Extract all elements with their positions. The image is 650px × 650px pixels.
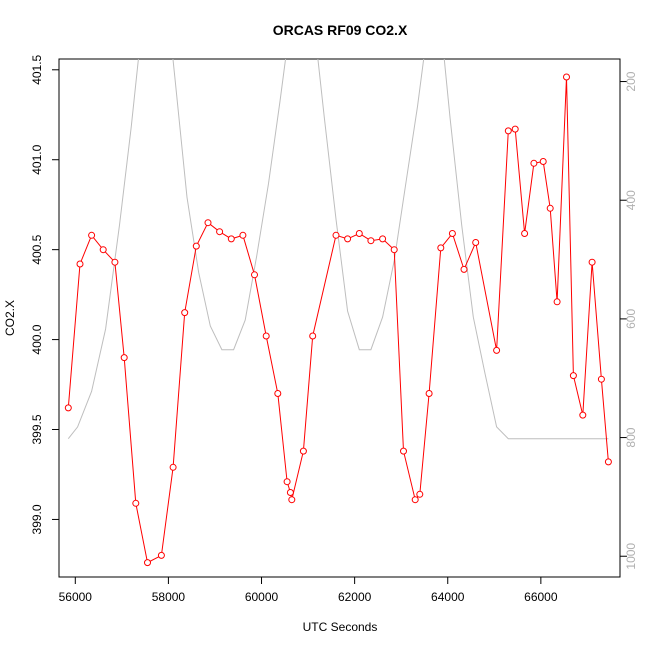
data-point-29: [390, 246, 398, 254]
data-point-49: [588, 258, 596, 266]
x-tick-label-3: 62000: [338, 590, 372, 604]
data-point-13: [216, 228, 224, 236]
data-point-37: [472, 239, 480, 246]
data-point-0: [64, 404, 72, 412]
data-point-44: [546, 204, 554, 212]
data-point-45: [553, 298, 561, 306]
data-point-15: [239, 231, 247, 239]
y-tick-label-0: 399.0: [30, 504, 44, 534]
data-point-22: [299, 447, 307, 455]
data-point-8: [157, 551, 165, 559]
data-point-19: [283, 478, 291, 486]
data-point-9: [169, 463, 177, 471]
data-point-5: [120, 354, 128, 362]
data-point-1: [76, 260, 84, 268]
x-tick-label-2: 60000: [245, 590, 279, 604]
data-point-27: [367, 237, 375, 245]
y2-tick-label-0: 200: [624, 71, 638, 91]
data-point-2: [88, 231, 96, 239]
plot-frame: [58, 58, 621, 578]
y2-tick-label-4: 1000: [624, 543, 638, 570]
data-point-6: [132, 499, 140, 507]
data-point-14: [227, 235, 235, 243]
y-axis-label: CO2.X: [3, 300, 17, 336]
chart-title: ORCAS RF09 CO2.X: [273, 22, 408, 38]
y-tick-label-2: 400.0: [30, 324, 44, 354]
y-tick-label-4: 401.0: [30, 144, 44, 174]
data-point-32: [416, 490, 424, 498]
data-point-34: [437, 244, 445, 252]
data-point-36: [460, 265, 468, 273]
data-point-38: [493, 346, 501, 354]
y-tick-label-5: 401.5: [30, 54, 44, 84]
data-point-41: [521, 230, 529, 237]
data-point-33: [425, 390, 433, 397]
data-point-3: [99, 246, 107, 254]
data-point-47: [569, 372, 577, 380]
axes: 56000 58000 60000 62000 64000 66000 399.0 399.5…: [30, 54, 638, 604]
data-point-30: [400, 447, 407, 455]
data-point-35: [448, 230, 456, 237]
data-point-20: [286, 489, 294, 496]
data-point-21: [288, 496, 296, 504]
series-layer: [64, 59, 612, 567]
data-point-10: [181, 309, 189, 317]
data-point-25: [344, 235, 352, 243]
data-point-16: [251, 271, 258, 279]
x-tick-label-0: 56000: [59, 590, 93, 604]
y2-tick-label-1: 400: [624, 190, 638, 210]
x-tick-label-1: 58000: [152, 590, 186, 604]
data-point-4: [111, 258, 119, 266]
data-point-51: [604, 458, 612, 466]
data-point-23: [309, 332, 317, 340]
data-point-31: [411, 496, 419, 504]
y-tick-label-3: 400.5: [30, 234, 44, 264]
data-point-17: [262, 332, 270, 340]
data-point-42: [530, 159, 538, 167]
data-point-7: [144, 559, 151, 567]
data-point-26: [355, 230, 363, 237]
data-point-28: [379, 235, 387, 243]
data-point-50: [597, 375, 605, 383]
data-point-11: [192, 242, 200, 250]
y2-tick-label-2: 600: [624, 309, 638, 329]
data-point-48: [579, 411, 587, 419]
x-axis-label: UTC Seconds: [303, 620, 378, 634]
data-point-46: [563, 73, 570, 81]
data-point-40: [511, 125, 519, 133]
data-point-24: [332, 231, 340, 239]
data-point-12: [204, 219, 212, 227]
data-point-39: [504, 127, 512, 135]
series-red-line: [67, 76, 609, 564]
data-point-43: [539, 158, 547, 165]
y-tick-label-1: 399.5: [30, 414, 44, 444]
x-tick-label-4: 64000: [431, 590, 465, 604]
y2-tick-label-3: 800: [624, 427, 638, 447]
x-tick-label-5: 66000: [524, 590, 558, 604]
series-gray-line: [67, 59, 609, 440]
data-point-18: [274, 390, 282, 397]
